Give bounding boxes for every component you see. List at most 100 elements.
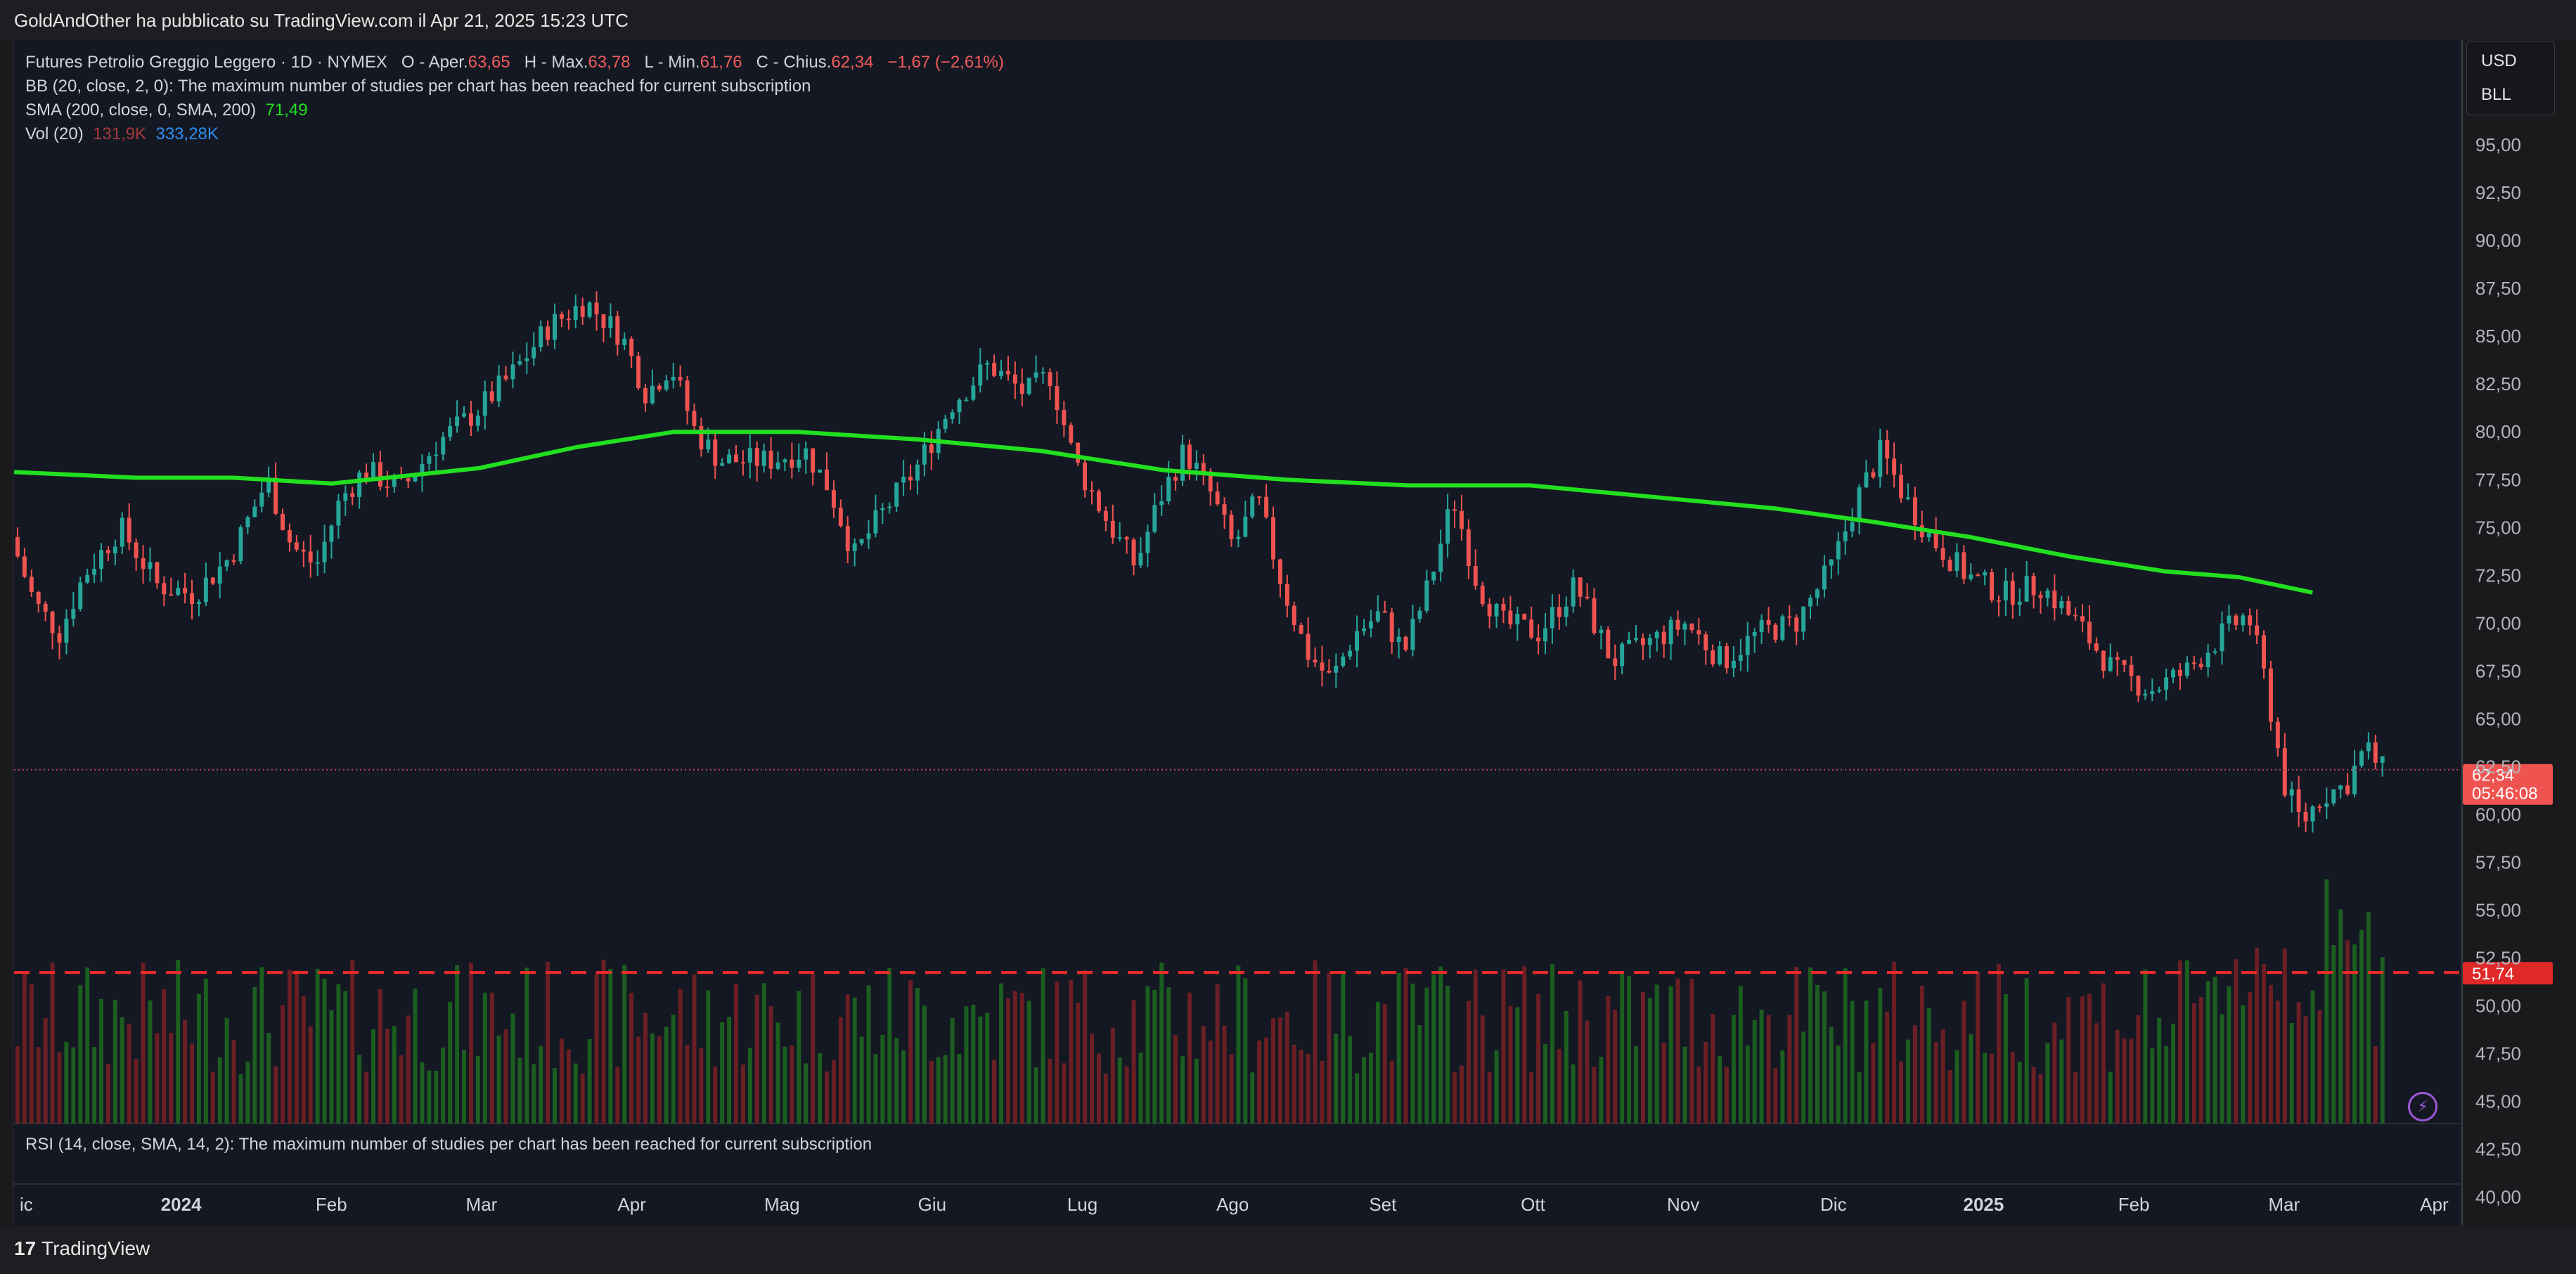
candle-body — [468, 413, 473, 426]
unit-selector[interactable]: USD BLL — [2466, 41, 2555, 115]
volume-bar — [1348, 1036, 1353, 1124]
candle-body — [532, 347, 536, 359]
volume-bar — [859, 1036, 864, 1124]
volume-bar — [929, 1061, 934, 1124]
volume-bar — [1117, 1057, 1122, 1124]
volume-bar — [1550, 963, 1554, 1124]
time-axis[interactable]: ic 2024 Feb Mar Apr Mag Giu Lug Ago Set Ott Nov Dic 2… — [20, 1194, 2449, 1215]
volume-bar — [2122, 1038, 2127, 1124]
volume-bar — [371, 1029, 375, 1124]
volume-bar — [720, 1022, 725, 1124]
volume-bar — [1271, 1017, 1275, 1124]
volume-bar — [1173, 1035, 1178, 1124]
price-axis-tick-label: 55,00 — [2475, 899, 2521, 920]
candle-body — [1933, 532, 1938, 548]
candle-body — [1780, 616, 1785, 640]
last-price-value: 62,34 — [2472, 766, 2514, 785]
volume-bar — [1515, 1007, 1520, 1124]
lightning-icon[interactable]: ⚡ — [2408, 1092, 2437, 1121]
candle-body — [804, 448, 809, 460]
candle-body — [971, 385, 976, 400]
candle-body — [266, 477, 271, 493]
candle-body — [622, 338, 627, 345]
time-axis-label: Lug — [1067, 1194, 1097, 1215]
price-axis-tick-label: 77,50 — [2475, 469, 2521, 490]
volume-bar — [329, 1010, 334, 1124]
sma-indicator-row[interactable]: SMA (200, close, 0, SMA, 200) 71,49 — [25, 98, 1004, 122]
volume-bar — [224, 1017, 229, 1124]
volume-bar — [2059, 1039, 2064, 1124]
candle-body — [2234, 615, 2239, 626]
volume-bar — [587, 1038, 592, 1124]
volume-bar — [768, 1006, 773, 1124]
volume-bar — [1836, 1045, 1841, 1124]
volume-bar — [775, 1022, 780, 1124]
volume-bar — [1222, 1025, 1227, 1124]
currency-label[interactable]: USD — [2481, 51, 2517, 70]
candle-body — [294, 542, 299, 550]
candle-body — [964, 399, 969, 401]
bb-indicator-line[interactable]: BB (20, close, 2, 0): The maximum number… — [25, 77, 811, 96]
candle-body — [2255, 625, 2260, 636]
volume-bar — [811, 974, 816, 1124]
candle-body — [134, 542, 139, 558]
low-value: 61,76 — [700, 53, 742, 72]
publish-header: GoldAndOther ha pubblicato su TradingVie… — [0, 0, 2576, 39]
candle-body — [650, 385, 655, 404]
candle-body — [1501, 603, 1506, 611]
volume-bar — [1564, 1010, 1569, 1124]
candle-body — [1515, 614, 1520, 624]
unit-label[interactable]: BLL — [2481, 85, 2511, 104]
candle-body — [1682, 623, 1687, 630]
volume-indicator-row[interactable]: Vol (20) 131,9K 333,28K — [25, 122, 1004, 146]
volume-bar — [64, 1041, 69, 1124]
price-axis-tick-label: 42,50 — [2475, 1138, 2521, 1159]
volume-bar — [1634, 1045, 1638, 1124]
candle-body — [1243, 516, 1248, 537]
volume-bar — [1417, 1025, 1422, 1124]
candle-body — [1277, 559, 1282, 584]
volume-bar — [482, 992, 487, 1124]
volume-bar — [1606, 996, 1611, 1124]
volume-bar — [922, 1005, 927, 1124]
candle-body — [2017, 601, 2022, 605]
volume-bar — [2366, 912, 2371, 1124]
volume-bar — [322, 978, 327, 1124]
volume-bar — [336, 984, 341, 1124]
chart-legend: Futures Petrolio Greggio Leggero · 1D · … — [25, 51, 1004, 146]
volume-bar — [664, 1027, 669, 1124]
volume-bar — [950, 1017, 955, 1124]
candle-body — [2310, 806, 2315, 822]
volume-bar — [2066, 997, 2071, 1124]
candle-body — [2359, 751, 2364, 766]
volume-bar — [1864, 1000, 1869, 1124]
price-axis[interactable]: 97,5095,0092,5090,0087,5085,0082,5080,00… — [2475, 86, 2521, 1207]
volume-bar — [183, 1019, 188, 1124]
price-axis-tick-label: 57,50 — [2475, 851, 2521, 873]
price-axis-tick-label: 65,00 — [2475, 708, 2521, 729]
volume-bar — [1368, 1053, 1373, 1124]
volume-bar — [1355, 1073, 1360, 1124]
candle-body — [1557, 607, 1561, 617]
chart-frame[interactable] — [13, 39, 2463, 1225]
rsi-indicator-label[interactable]: RSI (14, close, SMA, 14, 2): The maximum… — [25, 1135, 872, 1154]
candle-body — [2184, 662, 2189, 676]
price-axis-tick-label: 95,00 — [2475, 134, 2521, 155]
candle-body — [1145, 532, 1150, 553]
candle-body — [1871, 472, 1876, 477]
volume-bar — [573, 1063, 578, 1124]
tradingview-logo[interactable]: 17 TradingView — [14, 1237, 150, 1260]
candle-body — [1362, 628, 1366, 631]
volume-bar — [406, 1015, 411, 1124]
candle-body — [1536, 637, 1541, 642]
volume-bar — [1166, 987, 1171, 1124]
candle-body — [1152, 505, 1157, 532]
candle-body — [2331, 789, 2336, 804]
volume-bar — [22, 972, 27, 1124]
symbol-name[interactable]: Futures Petrolio Greggio Leggero · 1D · … — [25, 53, 387, 72]
volume-bar — [1592, 1067, 1597, 1124]
volume-bar — [99, 998, 104, 1124]
candle-body — [1055, 386, 1060, 411]
volume-bar — [2045, 1043, 2050, 1124]
